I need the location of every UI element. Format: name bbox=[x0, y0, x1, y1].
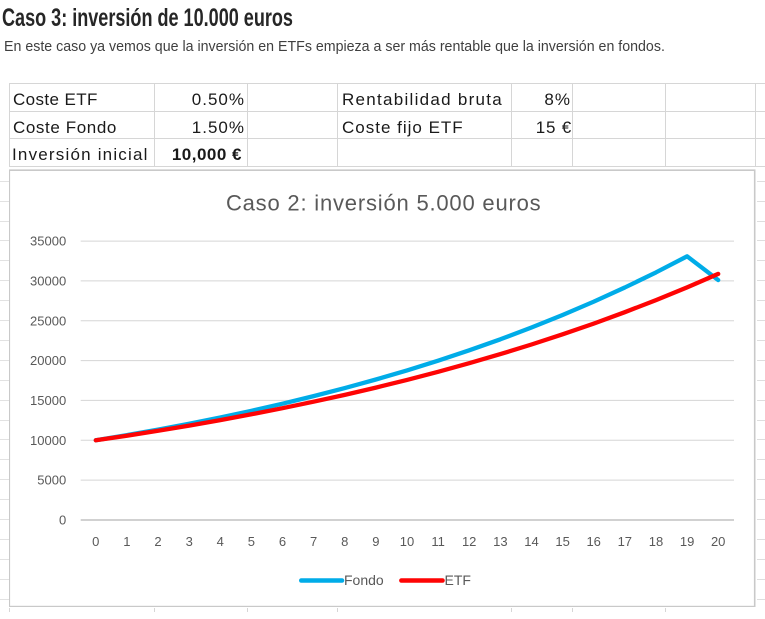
svg-text:20: 20 bbox=[711, 534, 725, 549]
svg-text:Caso 2: inversión 5.000 euros: Caso 2: inversión 5.000 euros bbox=[226, 190, 541, 215]
svg-text:5: 5 bbox=[248, 534, 255, 549]
svg-text:10000: 10000 bbox=[30, 433, 66, 448]
svg-text:16: 16 bbox=[586, 534, 600, 549]
svg-text:Fondo: Fondo bbox=[344, 572, 384, 588]
svg-text:8: 8 bbox=[341, 534, 348, 549]
svg-text:4: 4 bbox=[217, 534, 224, 549]
svg-text:0: 0 bbox=[92, 534, 99, 549]
svg-text:7: 7 bbox=[310, 534, 317, 549]
svg-text:17: 17 bbox=[618, 534, 632, 549]
svg-text:30000: 30000 bbox=[30, 273, 66, 288]
svg-text:9: 9 bbox=[372, 534, 379, 549]
svg-text:13: 13 bbox=[493, 534, 507, 549]
svg-text:2: 2 bbox=[154, 534, 161, 549]
svg-text:35000: 35000 bbox=[30, 234, 66, 249]
svg-text:15: 15 bbox=[555, 534, 569, 549]
svg-text:18: 18 bbox=[649, 534, 663, 549]
svg-text:0: 0 bbox=[59, 513, 66, 528]
svg-text:1: 1 bbox=[123, 534, 130, 549]
svg-text:5000: 5000 bbox=[37, 473, 66, 488]
svg-text:19: 19 bbox=[680, 534, 694, 549]
svg-text:6: 6 bbox=[279, 534, 286, 549]
svg-text:ETF: ETF bbox=[445, 572, 471, 588]
svg-text:20000: 20000 bbox=[30, 353, 66, 368]
svg-text:25000: 25000 bbox=[30, 313, 66, 328]
svg-text:12: 12 bbox=[462, 534, 476, 549]
svg-text:11: 11 bbox=[431, 534, 445, 549]
svg-text:14: 14 bbox=[524, 534, 538, 549]
svg-text:3: 3 bbox=[186, 534, 193, 549]
svg-text:15000: 15000 bbox=[30, 393, 66, 408]
svg-text:10: 10 bbox=[400, 534, 414, 549]
